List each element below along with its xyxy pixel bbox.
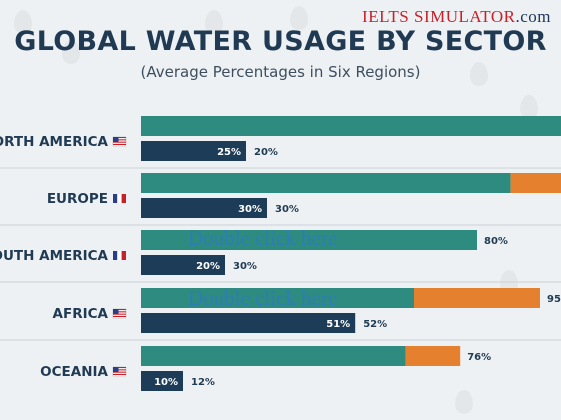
chart-title: GLOBAL WATER USAGE BY SECTOR: [14, 26, 547, 57]
bar-top-teal: [141, 346, 406, 366]
flag-stripe: [113, 369, 126, 371]
double-click-placeholder[interactable]: Double click here: [188, 226, 338, 250]
flag-stripe: [113, 373, 126, 375]
watermark-domain: .com: [515, 7, 551, 26]
bar-top-teal: [141, 230, 477, 250]
chart-subtitle: (Average Percentages in Six Regions): [140, 63, 421, 81]
flag-stripe: [117, 251, 122, 260]
region-label: EUROPE: [47, 191, 108, 207]
water-drop-decoration: [455, 390, 473, 414]
flag-canton: [113, 309, 119, 314]
bar-top-value-label: 80%: [484, 236, 508, 247]
bar-top-orange: [510, 173, 561, 193]
flag-stripe: [117, 194, 122, 203]
fr-flag-icon: [113, 194, 118, 203]
flag-stripe: [121, 251, 126, 260]
bar-top-orange: [405, 346, 461, 366]
bar-bottom-navy: [141, 198, 267, 218]
bar-bottom-outer-label: 20%: [254, 147, 278, 158]
bar-bottom-inner-label: 51%: [326, 319, 350, 330]
bar-bottom-inner-label: 30%: [238, 204, 262, 215]
flag-stripe: [113, 313, 126, 315]
flag-canton: [113, 137, 119, 142]
bar-top-orange: [414, 288, 540, 308]
region-label: OCEANIA: [40, 364, 108, 380]
bar-bottom-navy: [141, 371, 183, 391]
watermark-logo: IELTS SIMULATOR.com: [362, 7, 551, 27]
region-label: AFRICA: [53, 306, 109, 322]
bar-bottom-navy: [141, 313, 356, 333]
flag-stripe: [113, 367, 126, 369]
bar-bottom-outer-label: 30%: [275, 204, 299, 215]
bar-top-value-label: 95%: [547, 294, 561, 305]
water-drop-decoration: [62, 40, 80, 64]
bar-top-teal: [141, 173, 511, 193]
bar-top-teal: [141, 116, 561, 136]
bar-bottom-outer-label: 52%: [363, 319, 387, 330]
double-click-placeholder[interactable]: Double click here: [188, 286, 338, 310]
flag-stripe: [113, 143, 126, 145]
flag-stripe: [113, 139, 126, 141]
flag-stripe: [113, 309, 126, 311]
bar-bottom-inner-label: 20%: [196, 261, 220, 272]
water-drop-decoration: [205, 10, 223, 34]
flag-stripe: [113, 141, 126, 143]
bar-bottom-inner-label: 25%: [217, 147, 241, 158]
watermark-brand: IELTS SIMULATOR: [362, 7, 516, 26]
flag-stripe: [113, 137, 126, 139]
bar-top-teal: [141, 288, 414, 308]
water-drop-decoration: [470, 62, 488, 86]
fr-flag-icon: [113, 251, 118, 260]
bar-bottom-inner-label: 10%: [154, 377, 178, 388]
flag-canton: [113, 367, 119, 372]
bar-bottom-navy: [141, 255, 225, 275]
region-label: NORTH AMERICA: [0, 134, 109, 150]
flag-stripe: [113, 371, 126, 373]
water-drop-decoration: [14, 10, 32, 34]
bar-bottom-navy: [141, 141, 246, 161]
bar-bottom-outer-label: 12%: [191, 377, 215, 388]
bar-top-value-label: 76%: [467, 352, 491, 363]
water-drop-decoration: [290, 6, 308, 30]
water-drop-decoration: [520, 95, 538, 119]
flag-stripe: [113, 311, 126, 313]
bar-bottom-outer-label: 30%: [233, 261, 257, 272]
flag-stripe: [121, 194, 126, 203]
flag-stripe: [113, 315, 126, 317]
region-label: SOUTH AMERICA: [0, 248, 109, 264]
